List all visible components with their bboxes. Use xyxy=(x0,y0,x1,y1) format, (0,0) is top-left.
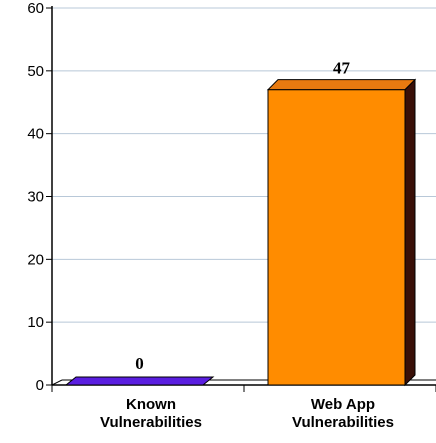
x-category-label: Web App Vulnerabilities xyxy=(292,396,394,431)
bar-1 xyxy=(266,78,417,387)
x-category-label-line: Web App xyxy=(311,396,375,413)
x-category-label-line: Vulnerabilities xyxy=(100,414,202,431)
floor-edge xyxy=(51,379,63,386)
bar-side xyxy=(404,78,416,387)
y-tick-label: 60 xyxy=(27,0,44,17)
x-category-label-line: Known xyxy=(126,396,176,413)
x-category-label: Known Vulnerabilities xyxy=(100,396,202,431)
y-tick-label: 40 xyxy=(27,126,44,143)
data-label: 0 xyxy=(135,354,144,373)
bar-flat xyxy=(64,376,215,386)
y-tick-label: 0 xyxy=(36,377,44,394)
bars xyxy=(64,78,417,387)
bar-0 xyxy=(64,376,215,386)
x-category-label-line: Vulnerabilities xyxy=(292,414,394,431)
y-tick-label: 10 xyxy=(27,314,44,331)
bar-front xyxy=(267,89,406,386)
data-label: 47 xyxy=(333,59,351,78)
bar-top xyxy=(266,79,417,91)
y-tick-label: 30 xyxy=(27,189,44,206)
y-tick-label: 20 xyxy=(27,251,44,268)
y-tick-label: 50 xyxy=(27,63,44,80)
